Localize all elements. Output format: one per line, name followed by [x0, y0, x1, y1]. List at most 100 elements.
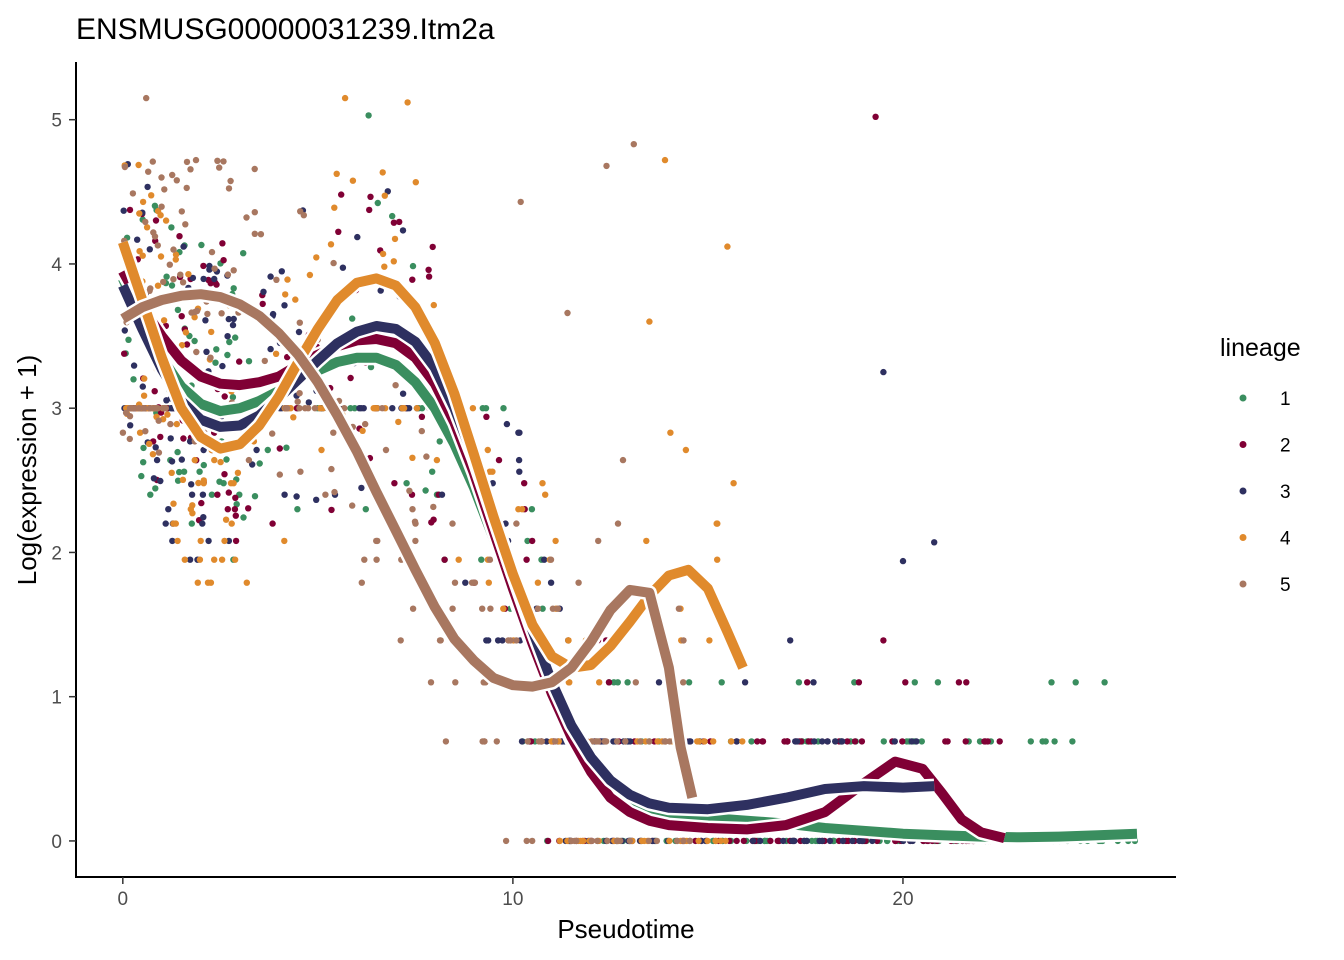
data-point [880, 637, 887, 644]
data-point [391, 480, 398, 487]
data-point [549, 605, 557, 612]
data-point [229, 321, 237, 329]
data-point [155, 449, 163, 456]
data-point [341, 94, 349, 102]
data-point [281, 537, 288, 545]
data-point [261, 357, 268, 365]
data-point [154, 242, 161, 249]
data-point [160, 317, 168, 324]
data-point [142, 218, 149, 226]
data-point [547, 579, 555, 586]
data-point [869, 837, 876, 845]
data-point [839, 738, 846, 745]
data-point [272, 350, 280, 357]
data-point [811, 738, 818, 745]
data-point [214, 491, 221, 498]
data-point [168, 458, 176, 465]
data-point [499, 637, 506, 644]
data-point [330, 429, 337, 436]
data-point [517, 198, 524, 206]
data-point [231, 506, 239, 513]
data-point [150, 475, 158, 482]
data-point [810, 679, 817, 686]
data-point [189, 502, 196, 509]
data-point [653, 837, 661, 845]
data-point [170, 246, 177, 253]
data-point [749, 837, 757, 845]
legend-key-5 [1239, 580, 1247, 588]
data-point [552, 738, 559, 745]
data-point [232, 512, 239, 519]
data-point [230, 267, 237, 274]
data-point [373, 556, 380, 563]
data-point [712, 837, 720, 845]
data-point [211, 275, 218, 283]
data-point [225, 185, 233, 192]
data-point [251, 493, 259, 500]
data-point [221, 537, 228, 545]
data-point [296, 390, 303, 397]
data-point [442, 738, 450, 745]
data-point [409, 262, 417, 270]
data-point [575, 579, 582, 586]
data-point [140, 444, 147, 452]
data-point [855, 679, 863, 686]
data-point [200, 480, 207, 487]
data-point [229, 394, 237, 401]
scatter-points [119, 94, 1139, 845]
data-point [377, 287, 384, 294]
data-point [389, 212, 396, 220]
data-point [130, 376, 137, 383]
data-point [305, 405, 312, 412]
data-point [267, 273, 274, 280]
data-point [619, 456, 627, 464]
data-point [206, 266, 213, 273]
data-point [801, 837, 808, 845]
data-point [256, 460, 263, 467]
data-point [195, 479, 202, 487]
curve-lineage-2 [118, 268, 1006, 843]
data-point [379, 169, 386, 176]
data-point [176, 233, 183, 240]
data-point [216, 478, 223, 485]
data-point [240, 514, 247, 521]
data-point [221, 471, 228, 478]
data-point [127, 422, 134, 429]
data-point [451, 579, 459, 586]
data-point [214, 157, 221, 164]
data-point [596, 679, 603, 686]
data-point [300, 212, 307, 219]
data-point [169, 171, 176, 179]
data-point [1051, 738, 1058, 745]
data-point [232, 537, 240, 545]
data-point [359, 427, 366, 434]
data-point [733, 738, 740, 745]
data-point [500, 605, 507, 612]
legend-key-3 [1239, 487, 1247, 495]
data-point [641, 837, 648, 845]
data-point [918, 738, 925, 745]
data-point [185, 271, 192, 278]
data-point [129, 190, 137, 197]
data-point [740, 837, 747, 845]
data-point [198, 241, 205, 249]
data-point [170, 500, 177, 507]
data-point [316, 405, 324, 412]
data-point [891, 738, 898, 745]
data-point [565, 637, 572, 644]
data-point [199, 491, 207, 498]
data-point [626, 837, 634, 845]
data-point [278, 268, 285, 275]
data-point [406, 487, 413, 494]
data-point [205, 276, 212, 284]
y-axis-title: Log(expression + 1) [12, 355, 42, 586]
data-point [358, 405, 365, 412]
data-point [588, 837, 595, 845]
data-point [164, 411, 171, 418]
data-point [354, 233, 361, 241]
data-point [513, 520, 520, 527]
data-point [485, 579, 492, 586]
data-point [605, 679, 613, 686]
data-point [283, 444, 290, 451]
data-point [542, 491, 549, 498]
